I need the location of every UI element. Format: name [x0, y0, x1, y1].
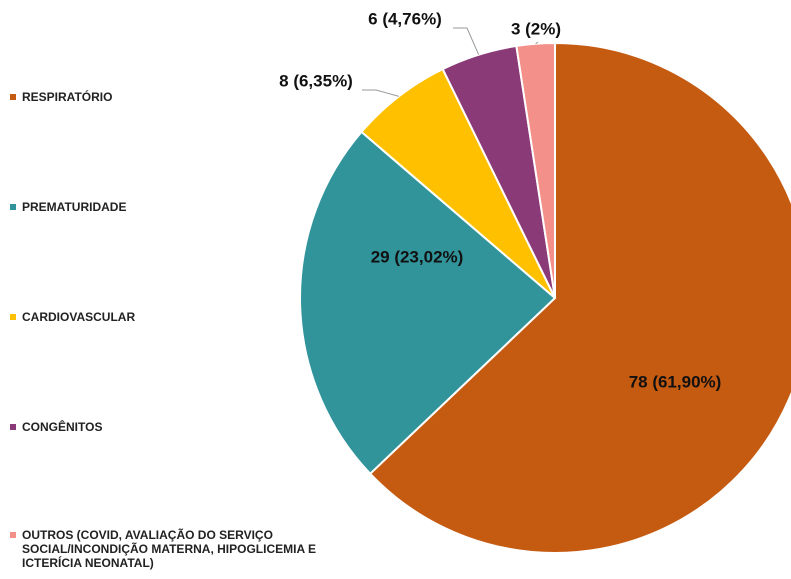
- legend-swatch: [10, 204, 16, 210]
- pie-slice: [299, 130, 557, 476]
- legend-item: OUTROS (COVID, AVALIAÇÃO DO SERVIÇO SOCI…: [10, 528, 370, 570]
- leader-line: [535, 41, 539, 45]
- legend-label: CONGÊNITOS: [22, 420, 103, 434]
- pie-slice: [368, 41, 791, 554]
- data-label: 6 (4,76%): [368, 9, 442, 28]
- leader-line: [453, 27, 480, 55]
- legend-label: OUTROS (COVID, AVALIAÇÃO DO SERVIÇO SOCI…: [22, 528, 316, 570]
- legend-label: PREMATURIDADE: [22, 200, 127, 214]
- data-label: 8 (6,35%): [279, 71, 353, 90]
- leader-line: [362, 89, 400, 97]
- data-label: 29 (23,02%): [371, 247, 464, 266]
- legend-item: CARDIOVASCULAR: [10, 310, 370, 324]
- pie-slice: [515, 41, 556, 299]
- legend-swatch: [10, 532, 16, 538]
- data-label: 78 (61,90%): [629, 372, 722, 391]
- legend-label: RESPIRATÓRIO: [22, 90, 113, 104]
- legend-label: CARDIOVASCULAR: [22, 310, 136, 324]
- legend-item: PREMATURIDADE: [10, 200, 370, 214]
- legend-item: CONGÊNITOS: [10, 420, 370, 434]
- legend-swatch: [10, 424, 16, 430]
- legend-item: RESPIRATÓRIO: [10, 90, 370, 104]
- legend-swatch: [10, 314, 16, 320]
- legend-swatch: [10, 94, 16, 100]
- data-label: 3 (2%): [511, 19, 561, 38]
